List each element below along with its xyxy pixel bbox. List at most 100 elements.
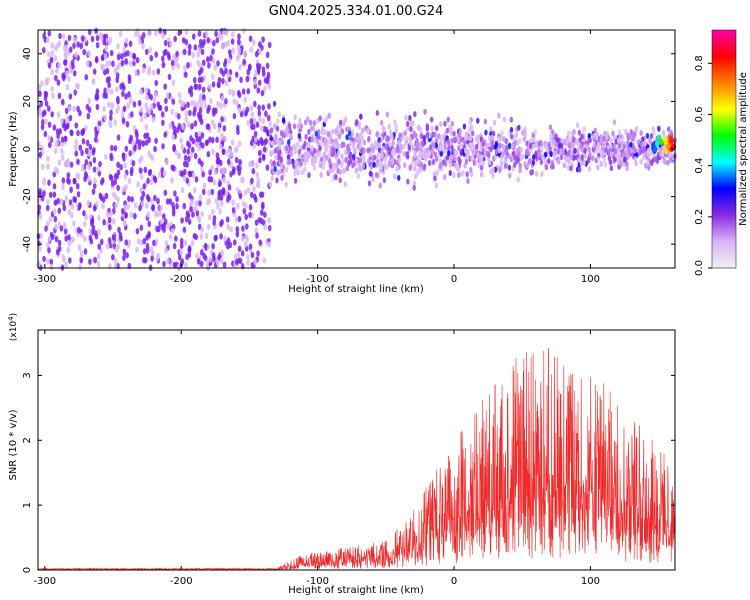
colorbar-label: Normalized spectral amplitude (738, 72, 749, 226)
spectrogram-point (421, 140, 425, 147)
spectrogram-point (219, 67, 224, 75)
spectrogram-point (210, 208, 215, 215)
spectrogram-point (51, 92, 55, 99)
spectrogram-point (322, 153, 326, 160)
spectrogram-point (108, 114, 113, 122)
spectrogram-point (144, 48, 149, 56)
spectrogram-point (566, 130, 571, 137)
spectrogram-point (123, 211, 128, 219)
spectrogram-point (93, 257, 98, 264)
spectrogram-point (238, 63, 242, 71)
spectrogram-point (87, 106, 92, 114)
spectrogram-point (88, 258, 92, 265)
spectrogram-point (94, 27, 98, 35)
spectrogram-point (216, 60, 220, 67)
spectrogram-point (244, 202, 248, 210)
spectrogram-point (646, 159, 650, 166)
spectrogram-point (237, 215, 242, 223)
spectrogram-point (87, 97, 91, 105)
spectrogram-point (96, 125, 101, 132)
spectrogram-point (65, 83, 70, 91)
spectrogram-point (299, 123, 304, 130)
spectrogram-point (357, 121, 362, 128)
spectrogram-point (72, 220, 76, 227)
spectrogram-point (124, 58, 128, 65)
spectrogram-point (203, 242, 208, 250)
spectrogram-point (304, 133, 308, 140)
spectrogram-point (583, 152, 587, 159)
spectrogram-point (215, 136, 219, 143)
spectrogram-point (47, 62, 52, 69)
spectrogram-point (69, 212, 74, 219)
spectrogram-point (262, 257, 267, 264)
spectrogram-point (201, 86, 206, 93)
spectrogram-point (107, 101, 111, 108)
spectrogram-point (163, 131, 168, 138)
spectrogram-point (141, 140, 146, 147)
spectrogram-point (232, 239, 237, 246)
spectrogram-point (139, 224, 144, 231)
spectrogram-point (161, 119, 165, 126)
spectrogram-point (198, 113, 203, 120)
spectrogram-point (358, 143, 362, 150)
spectrogram-point (186, 148, 191, 155)
spectrogram-point (352, 153, 356, 160)
spectrogram-point (222, 125, 227, 132)
spectrogram-point (544, 143, 548, 150)
spectrogram-point (458, 127, 462, 134)
spectrogram-point (181, 101, 185, 108)
spectrogram-point (134, 30, 138, 38)
spectrogram-point (579, 160, 584, 167)
spectrogram-point (257, 149, 262, 157)
spectrogram-point (183, 261, 188, 268)
spectrogram-point (293, 146, 298, 153)
spectrogram-point (68, 93, 73, 100)
spectrogram-point (307, 128, 311, 135)
spectrogram-point (617, 129, 622, 136)
spectrogram-point (237, 33, 241, 40)
spectrogram-point (253, 130, 258, 138)
spectrogram-point (381, 145, 385, 152)
spectrogram-point (221, 77, 225, 85)
spectrogram-point (52, 124, 57, 131)
spectrogram-point (208, 136, 212, 143)
spectrogram-point (73, 36, 77, 44)
spectrogram-point (325, 154, 329, 161)
spectrogram-point (40, 123, 45, 131)
spectrogram-point (489, 146, 493, 153)
spectrogram-point (92, 182, 97, 190)
spectrogram-point (146, 195, 151, 203)
spectrogram-point (625, 165, 629, 172)
spectrogram-point (414, 160, 418, 167)
spectrogram-point (212, 219, 216, 226)
spectrogram-point (205, 259, 209, 266)
spectrogram-point (81, 138, 86, 145)
spectrogram-point (293, 114, 297, 121)
spectrogram-point (93, 136, 98, 143)
spectrogram-point (87, 164, 91, 171)
spectrogram-point (139, 155, 144, 162)
spectrogram-point (340, 153, 344, 160)
spectrogram-point (548, 124, 553, 131)
snr-y-multiplier: (x104) (7, 313, 19, 341)
spectrogram-point (440, 133, 445, 140)
spectrogram-point (596, 156, 600, 163)
spectrogram-point (501, 135, 506, 142)
spectrogram-point (258, 48, 262, 55)
spectrogram-point (491, 172, 495, 179)
spectrogram-point (580, 154, 584, 161)
spectrogram-point (218, 189, 223, 196)
spectrogram-point (453, 136, 458, 143)
spectrogram-point (63, 228, 68, 235)
spectrogram-point (46, 76, 50, 84)
spectrogram-point (79, 42, 84, 50)
spectrogram-point (147, 68, 151, 76)
spectrogram-point (252, 39, 256, 46)
spectrogram-point (143, 166, 148, 174)
spectrogram-point (566, 151, 570, 158)
spectrogram-point (275, 169, 280, 176)
spectrogram-point (115, 173, 119, 180)
spectrogram-point (211, 48, 215, 55)
spectrogram-point (187, 155, 191, 163)
spectrogram-point (147, 169, 152, 177)
